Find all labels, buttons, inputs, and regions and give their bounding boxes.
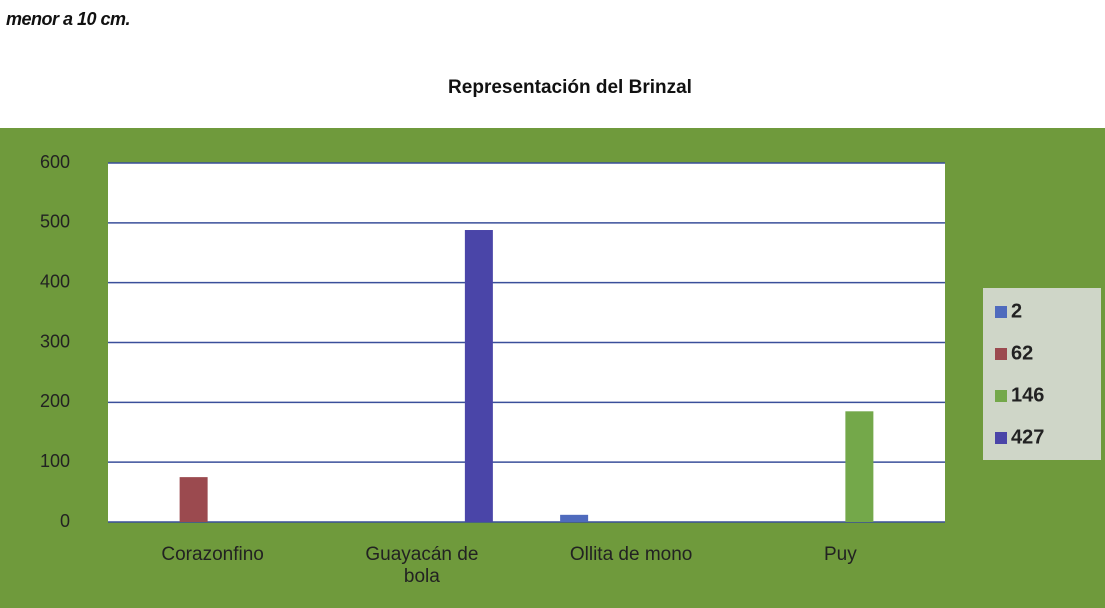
x-tick-label: Puy	[824, 544, 857, 565]
bar	[845, 411, 874, 522]
x-tick-label: Guayacán de bola	[365, 544, 478, 587]
legend-label: 146	[1011, 384, 1044, 406]
legend-label: 2	[1011, 300, 1022, 322]
legend-label: 62	[1011, 342, 1033, 364]
bar	[464, 230, 493, 522]
y-tick-label: 500	[40, 212, 70, 232]
x-tick-label: Ollita de mono	[570, 544, 693, 565]
y-tick-label: 100	[40, 451, 70, 471]
y-tick-label: 300	[40, 331, 70, 351]
bar	[179, 477, 208, 522]
caption: menor a 10 cm.	[6, 9, 130, 29]
legend-swatch	[995, 348, 1007, 360]
x-tick-label: Corazonfino	[161, 544, 263, 565]
y-tick-label: 600	[40, 152, 70, 172]
bar	[560, 514, 589, 522]
legend-swatch	[995, 306, 1007, 318]
legend-swatch	[995, 390, 1007, 402]
legend-swatch	[995, 432, 1007, 444]
y-tick-label: 0	[60, 511, 70, 531]
legend-label: 427	[1011, 426, 1044, 448]
y-tick-label: 400	[40, 271, 70, 291]
chart-title: Representación del Brinzal	[448, 77, 692, 98]
y-tick-label: 200	[40, 391, 70, 411]
